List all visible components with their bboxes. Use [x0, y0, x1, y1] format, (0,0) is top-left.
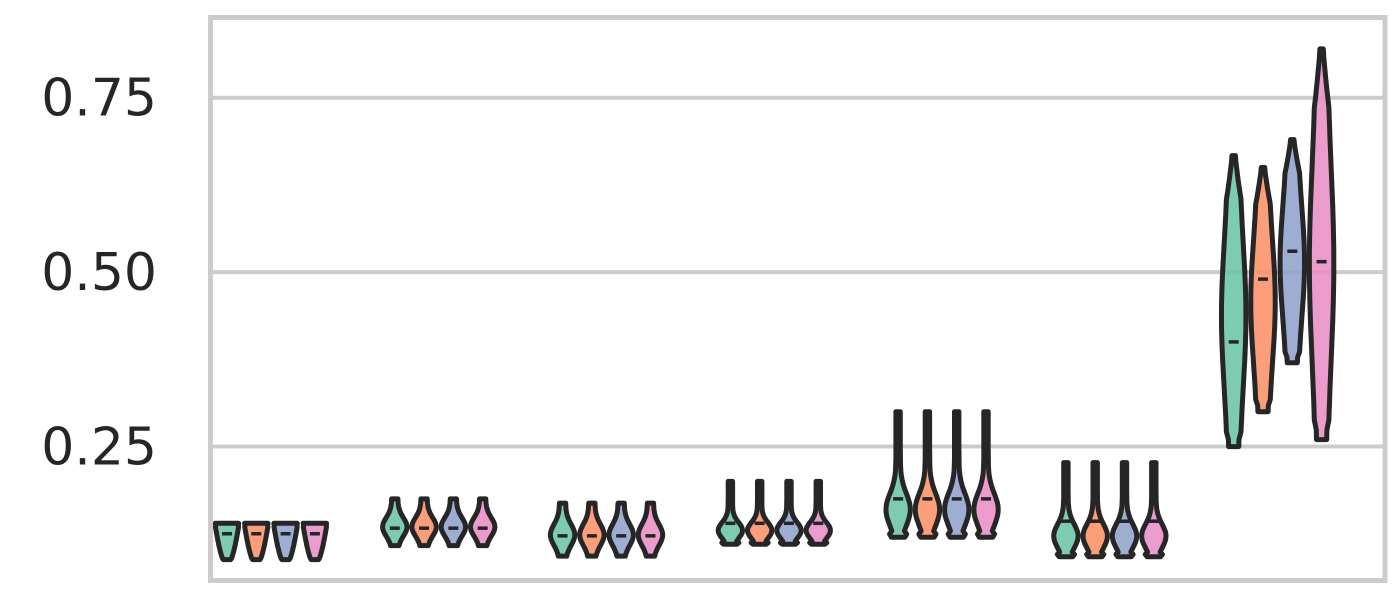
violin-body: [1219, 153, 1249, 450]
violin-body: [300, 520, 330, 563]
violin-body: [883, 409, 913, 540]
grid-layer: [210, 95, 1385, 449]
y-tick-label: 0.25: [41, 418, 157, 478]
violin-body: [1139, 460, 1169, 560]
y-tick-label: 0.75: [41, 69, 157, 129]
violin-body: [1080, 460, 1110, 560]
violin-body: [606, 500, 636, 559]
plot-frame: [208, 15, 1388, 583]
violin-body: [635, 500, 666, 559]
violin-body: [803, 478, 833, 547]
violin-body: [438, 496, 469, 549]
violin-body: [715, 478, 745, 547]
violin-body: [942, 409, 972, 540]
y-tick-label: 0.50: [41, 243, 157, 303]
violin-body: [242, 520, 271, 563]
violin-body: [1051, 460, 1081, 560]
violin-body: [577, 500, 607, 559]
violin-body: [1109, 460, 1140, 560]
violin-body: [1248, 165, 1278, 415]
violin-body: [468, 496, 498, 549]
violin-body: [271, 520, 300, 563]
violin-layer: [212, 46, 1337, 563]
violin-body: [1306, 46, 1337, 443]
violin-body: [745, 478, 775, 547]
y-tick-labels: 0.25 0.50 0.75: [41, 69, 157, 478]
violin-body: [380, 496, 410, 549]
violin-body: [971, 409, 1001, 540]
violin-body: [774, 478, 804, 547]
violin-body: [409, 496, 439, 549]
violin-body: [912, 409, 943, 540]
violin-body: [547, 500, 578, 559]
violin-body: [212, 520, 242, 563]
